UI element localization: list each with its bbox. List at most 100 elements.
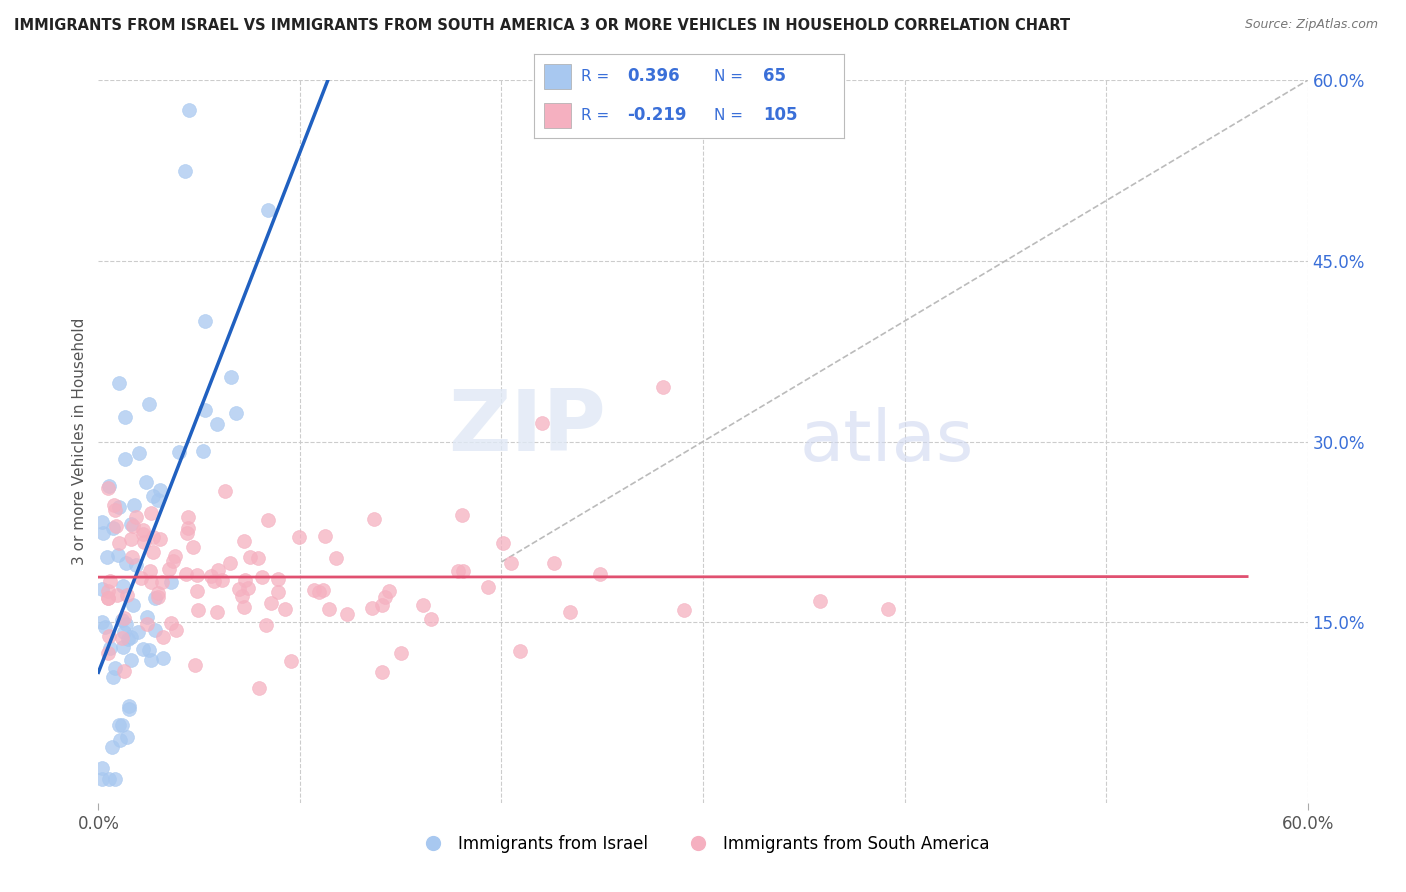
Point — [233, 599, 256, 614]
Point — [260, 596, 283, 610]
Point — [186, 568, 208, 582]
Point — [142, 530, 165, 544]
Point — [325, 550, 347, 565]
Point — [91, 582, 114, 596]
Bar — [544, 63, 571, 89]
Point — [447, 564, 470, 578]
Point — [124, 509, 146, 524]
Point — [335, 607, 357, 621]
Point — [138, 564, 160, 578]
Point — [589, 567, 612, 582]
Point — [165, 623, 187, 637]
Point — [247, 681, 270, 696]
Point — [91, 526, 114, 541]
Point — [187, 603, 209, 617]
Point — [236, 581, 259, 595]
Point — [267, 584, 290, 599]
Point — [651, 380, 673, 394]
Point — [218, 556, 240, 570]
Text: Source: ZipAtlas.com: Source: ZipAtlas.com — [1244, 18, 1378, 31]
Point — [492, 536, 515, 550]
Point — [120, 532, 142, 546]
Point — [107, 500, 129, 515]
Point — [111, 718, 134, 732]
Point — [228, 582, 250, 596]
Point — [221, 369, 243, 384]
Point — [114, 452, 136, 467]
Point — [135, 475, 157, 489]
Point — [112, 610, 135, 624]
Point — [104, 503, 127, 517]
Point — [98, 574, 121, 588]
Point — [179, 103, 201, 118]
Point — [174, 163, 197, 178]
Text: N =: N = — [714, 69, 742, 84]
Point — [280, 654, 302, 668]
Point — [115, 731, 138, 745]
Point — [194, 314, 217, 328]
Point — [136, 610, 159, 624]
Point — [101, 670, 124, 684]
Point — [132, 523, 155, 537]
Point — [312, 582, 335, 597]
Point — [112, 640, 135, 654]
Point — [152, 650, 174, 665]
Point — [148, 586, 170, 600]
Point — [204, 574, 226, 589]
Point — [159, 615, 181, 630]
Point — [451, 508, 474, 523]
Point — [314, 529, 336, 543]
Point — [152, 574, 174, 589]
Point — [142, 545, 165, 559]
Point — [94, 620, 117, 634]
Point — [378, 583, 401, 598]
Point — [115, 556, 138, 570]
Point — [132, 527, 155, 541]
Point — [363, 512, 385, 526]
Point — [104, 772, 127, 786]
Point — [159, 575, 181, 590]
Point — [112, 664, 135, 678]
Point — [98, 772, 121, 786]
Text: -0.219: -0.219 — [627, 106, 686, 124]
Point — [138, 397, 160, 411]
Point — [114, 410, 136, 425]
Point — [91, 515, 114, 529]
Point — [97, 629, 120, 643]
Point — [108, 718, 131, 732]
Point — [370, 665, 392, 679]
Point — [205, 417, 228, 431]
Point — [225, 406, 247, 420]
Point — [152, 630, 174, 644]
Point — [122, 518, 145, 533]
Point — [207, 563, 229, 577]
Text: R =: R = — [581, 69, 609, 84]
Point — [374, 590, 396, 604]
Point — [412, 599, 434, 613]
Point — [120, 630, 142, 644]
Point — [98, 641, 121, 656]
Bar — [544, 103, 571, 128]
Point — [145, 624, 167, 638]
Point — [165, 549, 187, 563]
Point — [101, 740, 124, 755]
Point — [108, 535, 131, 549]
Point — [214, 484, 236, 499]
Point — [105, 519, 128, 533]
Point — [186, 583, 208, 598]
Point — [205, 605, 228, 619]
Point — [273, 601, 295, 615]
Point — [672, 603, 695, 617]
Point — [231, 589, 253, 603]
Point — [97, 591, 120, 605]
Point — [499, 556, 522, 570]
Point — [139, 574, 162, 589]
Point — [96, 550, 118, 565]
Point — [200, 569, 222, 583]
Point — [91, 772, 114, 786]
Point — [97, 481, 120, 495]
Point — [308, 585, 330, 599]
Point — [162, 554, 184, 568]
Point — [389, 646, 412, 660]
Point — [118, 698, 141, 713]
